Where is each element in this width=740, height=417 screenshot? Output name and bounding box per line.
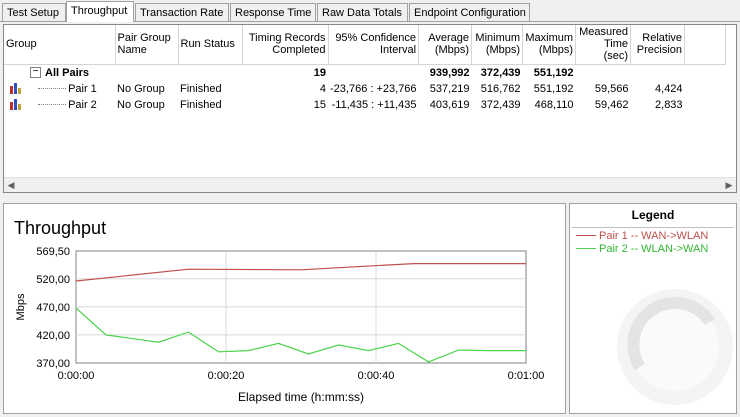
tab-raw-data-totals[interactable]: Raw Data Totals [317, 3, 408, 21]
series-line-pair1 [75, 262, 526, 282]
legend-item-pair1[interactable]: Pair 1 -- WAN->WLAN [576, 230, 708, 242]
pair-precision: 2,833 [655, 98, 683, 111]
col-header-measured-time[interactable]: Measured Time (sec) [575, 25, 632, 65]
tree-line [38, 104, 67, 106]
pair-average: 537,219 [429, 82, 470, 95]
chart-panel: Throughput 370,00 420,00 470,00 520,00 569,5… [3, 203, 566, 414]
col-header-empty [684, 25, 727, 65]
pair-ci: -23,766 : +23,766 [330, 82, 417, 95]
pair-time: 59,462 [594, 98, 629, 111]
pair-time: 59,566 [594, 82, 629, 95]
pair-average: 403,619 [429, 98, 470, 111]
pair-icon [10, 83, 21, 95]
pair-minimum: 516,762 [480, 82, 521, 95]
pair-minimum: 372,439 [480, 98, 521, 111]
empty-cell [685, 81, 726, 97]
collapse-toggle[interactable]: − [30, 67, 41, 79]
pair-group: No Group [117, 98, 165, 111]
pair-cell: Pair 2 [4, 97, 115, 113]
col-header-minimum[interactable]: Minimum (Mbps) [471, 25, 524, 65]
x-tick-label: 0:01:00 [508, 370, 545, 382]
table-row[interactable]: − All Pairs 19 939,992 372,439 551,192 [4, 64, 726, 81]
col-header-confidence-interval[interactable]: 95% Confidence Interval [328, 25, 420, 65]
all-pairs-cell: − All Pairs [4, 64, 115, 81]
pair-precision: 4,424 [655, 82, 683, 95]
all-pairs-maximum: 551,192 [533, 66, 574, 79]
y-tick-label: 370,00 [36, 358, 70, 370]
watermark-logo [617, 289, 733, 405]
pair-name: Pair 2 [68, 98, 97, 111]
all-pairs-label: All Pairs [45, 66, 90, 79]
pair-group: No Group [117, 82, 165, 95]
legend-item-pair2[interactable]: Pair 2 -- WLAN->WAN [576, 243, 708, 255]
scroll-right-icon[interactable]: ▶ [725, 180, 733, 190]
tab-bar: Test Setup Throughput Transaction Rate R… [0, 0, 740, 22]
y-tick-label: 569,50 [36, 246, 70, 258]
all-pairs-minimum: 372,439 [480, 66, 521, 79]
y-tick-label: 470,00 [36, 302, 70, 314]
y-tick-labels: 370,00 420,00 470,00 520,00 569,50 [36, 246, 70, 370]
col-header-average[interactable]: Average (Mbps) [418, 25, 473, 65]
header-row: Group Pair Group Name Run Status Timing … [4, 25, 727, 65]
pair-status: Finished [180, 82, 222, 95]
pair-status: Finished [180, 98, 222, 111]
pair-maximum: 468,110 [534, 98, 574, 111]
tab-transaction-rate[interactable]: Transaction Rate [135, 3, 229, 21]
col-header-pair-group-name[interactable]: Pair Group Name [115, 25, 179, 65]
x-axis-label: Elapsed time (h:mm:ss) [238, 390, 364, 404]
table-row[interactable]: Pair 1 No Group Finished 4 -23,766 : +23… [4, 81, 726, 97]
y-axis-label: Mbps [15, 293, 27, 320]
pair-records: 15 [313, 98, 326, 111]
tab-throughput[interactable]: Throughput [66, 1, 134, 22]
tab-endpoint-configuration[interactable]: Endpoint Configuration [409, 3, 530, 21]
tree-line [38, 88, 67, 90]
x-tick-label: 0:00:20 [208, 370, 245, 382]
all-pairs-average: 939,992 [429, 66, 470, 79]
empty-cell [685, 97, 726, 113]
legend-label-pair1: Pair 1 -- WAN->WLAN [599, 230, 709, 242]
pair-ci: -11,435 : +11,435 [331, 98, 417, 111]
series-lines [75, 262, 526, 363]
results-table: Group Pair Group Name Run Status Timing … [4, 25, 727, 113]
tab-test-setup[interactable]: Test Setup [2, 3, 66, 21]
legend-title: Legend [631, 208, 675, 222]
col-header-group[interactable]: Group [4, 25, 116, 65]
empty-cell [631, 64, 685, 81]
col-header-timing-records[interactable]: Timing Records Completed [242, 25, 329, 65]
legend-panel: Legend Pair 1 -- WAN->WLAN Pair 2 -- WLA… [569, 203, 737, 414]
results-grid[interactable]: Group Pair Group Name Run Status Timing … [3, 24, 737, 193]
pair-name: Pair 1 [68, 82, 97, 95]
tab-response-time[interactable]: Response Time [230, 3, 316, 21]
all-pairs-records: 19 [313, 66, 326, 79]
grid-lines [76, 251, 526, 363]
y-tick-label: 520,00 [36, 274, 70, 286]
empty-cell [685, 64, 726, 81]
legend-swatch-pair2 [576, 247, 596, 249]
y-tick-label: 420,00 [36, 330, 70, 342]
pair-cell: Pair 1 [4, 81, 115, 97]
legend-label-pair2: Pair 2 -- WLAN->WAN [599, 243, 709, 255]
empty-cell [328, 64, 419, 81]
empty-cell [178, 64, 242, 81]
pair-maximum: 551,192 [533, 82, 574, 95]
table-row[interactable]: Pair 2 No Group Finished 15 -11,435 : +1… [4, 97, 726, 113]
series-line-pair2 [75, 307, 526, 363]
legend-divider [572, 227, 734, 228]
pair-icon [10, 99, 21, 111]
empty-cell [576, 64, 631, 81]
empty-cell [115, 64, 178, 81]
col-header-maximum[interactable]: Maximum (Mbps) [522, 25, 577, 65]
pair-records: 4 [319, 82, 326, 95]
col-header-relative-precision[interactable]: Relative Precision [630, 25, 686, 65]
scroll-left-icon[interactable]: ◀ [7, 180, 15, 190]
x-tick-label: 0:00:40 [358, 370, 395, 382]
col-header-run-status[interactable]: Run Status [178, 25, 243, 65]
x-tick-label: 0:00:00 [58, 370, 95, 382]
x-tick-labels: 0:00:00 0:00:20 0:00:40 0:01:00 [58, 370, 545, 382]
throughput-chart: Throughput 370,00 420,00 470,00 520,00 569,5… [14, 218, 545, 404]
chart-title: Throughput [14, 218, 106, 238]
horizontal-scrollbar[interactable]: ◀ ▶ [4, 177, 736, 192]
tab-divider [0, 21, 740, 22]
legend-swatch-pair1 [576, 234, 596, 236]
